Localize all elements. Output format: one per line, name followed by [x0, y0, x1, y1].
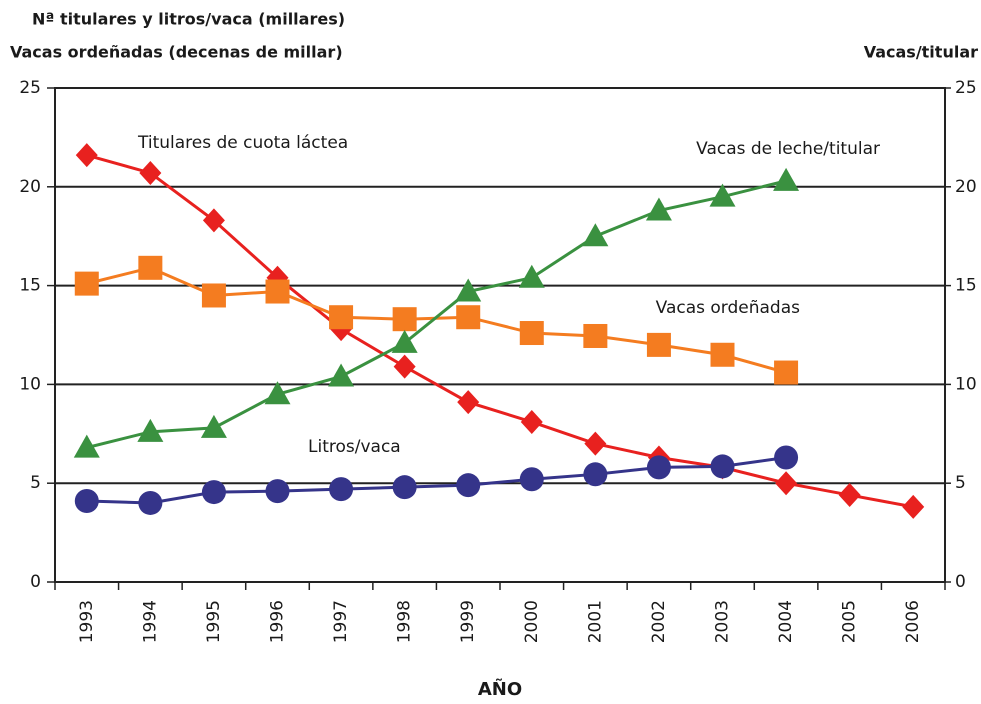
series-line	[86, 179, 787, 450]
y2-tick-label: 25	[955, 78, 977, 98]
marker	[202, 208, 225, 233]
marker	[710, 342, 735, 367]
x-tick-label: 2001	[585, 600, 605, 643]
marker	[902, 494, 925, 519]
x-tick-label: 1993	[77, 600, 97, 643]
marker	[139, 160, 162, 185]
marker	[391, 329, 418, 353]
y2-tick-label: 15	[955, 276, 977, 296]
marker	[775, 471, 798, 496]
marker	[265, 279, 290, 304]
y-tick-label: 0	[30, 572, 41, 592]
y-tick-label: 15	[19, 276, 41, 296]
marker	[774, 360, 799, 385]
marker	[73, 434, 100, 458]
marker	[583, 323, 608, 348]
marker	[138, 255, 163, 280]
marker	[457, 390, 480, 415]
marker	[774, 445, 799, 470]
x-tick-label: 2004	[776, 600, 796, 643]
marker	[74, 271, 99, 296]
marker	[201, 283, 226, 308]
series-label: Vacas de leche/titular	[696, 139, 880, 159]
marker	[584, 431, 607, 456]
y-axis-label: Nª titulares y litros/vaca (millares)	[32, 10, 345, 29]
marker	[519, 467, 544, 492]
marker	[328, 363, 355, 387]
marker	[838, 483, 861, 508]
marker	[201, 480, 226, 505]
marker	[329, 477, 354, 502]
marker	[646, 332, 671, 357]
marker	[646, 455, 671, 480]
y2-tick-label: 20	[955, 177, 977, 197]
y-tick-label: 5	[30, 473, 41, 493]
marker	[773, 167, 800, 191]
marker	[456, 305, 481, 330]
marker	[264, 381, 291, 405]
y-tick-label: 25	[19, 78, 41, 98]
x-tick-label: 1997	[331, 600, 351, 643]
marker	[138, 490, 163, 515]
x-tick-label: 2003	[713, 600, 733, 643]
x-tick-label: 1995	[204, 600, 224, 643]
marker	[74, 488, 99, 513]
x-tick-label: 1998	[395, 600, 415, 643]
marker	[265, 479, 290, 504]
y2-axis-label: Vacas/titular	[864, 43, 978, 62]
marker	[520, 409, 543, 434]
series-label: Litros/vaca	[308, 437, 401, 457]
x-tick-label: 2000	[522, 600, 542, 643]
y-tick-label: 20	[19, 177, 41, 197]
marker	[519, 321, 544, 346]
x-tick-label: 2005	[840, 600, 860, 643]
y2-tick-label: 10	[955, 374, 977, 394]
series-line	[86, 266, 787, 374]
marker	[645, 197, 672, 221]
x-tick-label: 2002	[649, 600, 669, 643]
series-line	[86, 456, 787, 505]
plot-frame	[54, 87, 946, 583]
marker	[518, 264, 545, 288]
y-axis-label: Vacas ordeñadas (decenas de millar)	[10, 43, 343, 62]
x-axis-label: AÑO	[478, 677, 522, 700]
y2-tick-label: 0	[955, 572, 966, 592]
y-tick-label: 10	[19, 374, 41, 394]
series-label: Vacas ordeñadas	[656, 298, 800, 318]
series-label: Titulares de cuota láctea	[137, 133, 348, 153]
marker	[75, 143, 98, 168]
y2-tick-label: 5	[955, 473, 966, 493]
marker	[200, 414, 227, 438]
marker	[392, 475, 417, 500]
series-line	[86, 153, 914, 509]
marker	[582, 223, 609, 247]
marker	[710, 454, 735, 479]
marker	[456, 473, 481, 498]
marker	[392, 307, 417, 332]
marker	[137, 418, 164, 442]
marker	[709, 183, 736, 207]
marker	[455, 278, 482, 302]
marker	[393, 354, 416, 379]
marker	[583, 462, 608, 487]
x-tick-label: 2006	[903, 600, 923, 643]
x-tick-label: 1999	[458, 600, 478, 643]
x-tick-label: 1994	[140, 600, 160, 643]
marker	[329, 305, 354, 330]
x-tick-label: 1996	[268, 600, 288, 643]
